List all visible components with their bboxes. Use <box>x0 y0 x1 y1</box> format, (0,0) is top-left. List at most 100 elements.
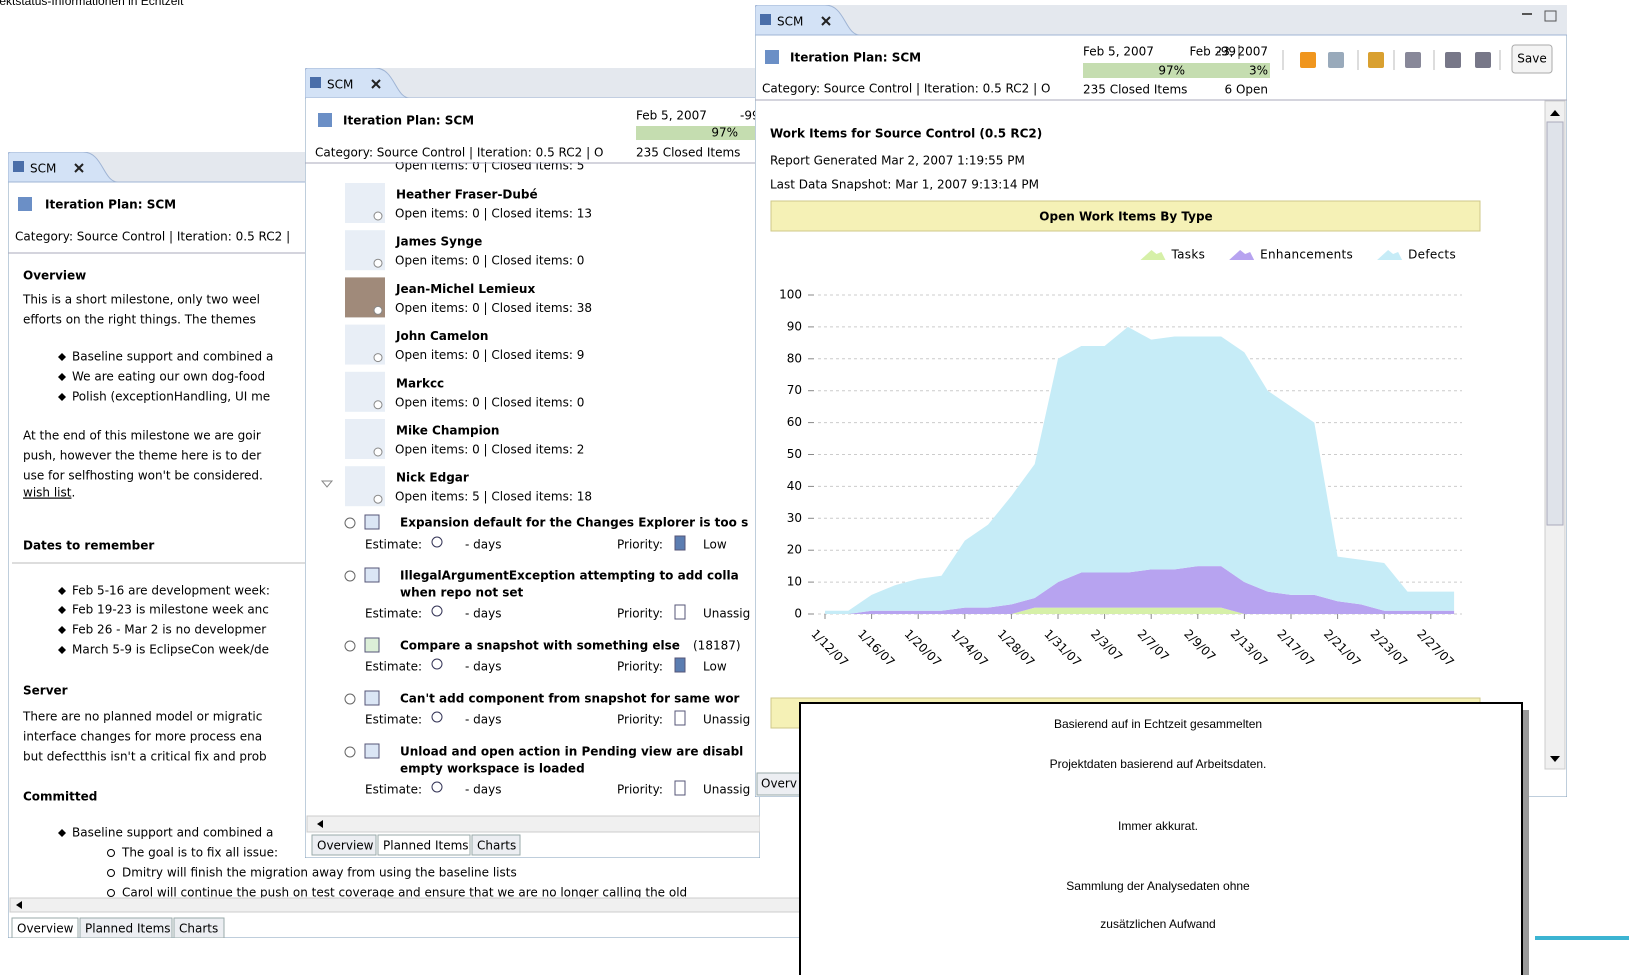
body-text: interface changes for more process ena <box>23 730 262 744</box>
item-title: IllegalArgumentException attempting to a… <box>400 569 739 583</box>
body-text: Dmitry will finish the migration away fr… <box>122 866 517 880</box>
priority-icon <box>675 658 685 672</box>
progress-done: 97% <box>1158 64 1185 78</box>
toolbar-button[interactable] <box>1328 52 1344 68</box>
item-icon <box>365 515 379 529</box>
item-title: empty workspace is loaded <box>400 762 585 776</box>
scrollbar <box>307 816 760 832</box>
progress-open: 3% <box>1249 64 1268 78</box>
y-tick-label: 100 <box>779 288 802 302</box>
item-title: Unload and open action in Pending view a… <box>400 745 743 759</box>
legend-label: Enhancements <box>1260 248 1353 262</box>
title-icon <box>765 50 779 64</box>
person-counts: Open items: 0 | Closed items: 38 <box>395 301 592 315</box>
body-text: March 5-9 is EclipseCon week/de <box>72 643 269 657</box>
callout-line: Immer akkurat. <box>1118 819 1198 833</box>
open-count: 6 Open <box>1225 83 1269 97</box>
toolbar-button[interactable] <box>1300 52 1316 68</box>
person-name: James Synge <box>395 235 482 249</box>
person-counts: Open items: 0 | Closed items: 2 <box>395 443 584 457</box>
priority-value: Unassig <box>703 607 750 621</box>
estimate-label: Estimate: <box>365 660 422 674</box>
y-tick-label: 80 <box>787 351 802 365</box>
body: Projektstatus-Informationen in Echtzeit … <box>0 0 1629 975</box>
body-text: Feb 5-16 are development week: <box>72 584 270 598</box>
priority-label: Priority: <box>617 660 663 674</box>
body-text: The goal is to fix all issue: <box>121 846 278 860</box>
priority-value: Unassig <box>703 713 750 727</box>
estimate-value: - days <box>465 783 501 797</box>
subheading: Committed <box>23 790 97 804</box>
scrollbar <box>10 898 800 912</box>
estimate-label: Estimate: <box>365 713 422 727</box>
item-title: Can't add component from snapshot for sa… <box>400 692 740 706</box>
section-heading: Overview <box>23 269 86 283</box>
item-radio[interactable] <box>345 518 355 528</box>
person-name: Nick Edgar <box>396 471 469 485</box>
bottom-tab-label: Charts <box>179 922 218 936</box>
person-counts: Open items: 0 | Closed items: 9 <box>395 348 584 362</box>
estimate-label: Estimate: <box>365 538 422 552</box>
category-line: Category: Source Control | Iteration: 0.… <box>315 146 603 160</box>
item-title: when repo not set <box>400 586 524 600</box>
priority-icon <box>675 536 685 550</box>
person-name: Heather Fraser-Dubé <box>396 188 538 202</box>
y-tick-label: 60 <box>787 415 802 429</box>
collapse-icon <box>374 212 382 220</box>
progress-percent: 97% <box>711 126 738 140</box>
item-icon <box>365 691 379 705</box>
person-name: Jean-Michel Lemieux <box>395 282 535 296</box>
slide-title: Projektstatus-Informationen in Echtzeit <box>0 0 184 8</box>
bottom-tab-label: Planned Items <box>85 922 171 936</box>
body-text: efforts on the right things. The themes <box>23 313 256 327</box>
toolbar-button[interactable] <box>1368 52 1384 68</box>
priority-icon <box>675 605 685 619</box>
middle-window: SCMOpen items: 0 | Closed items: 5Heathe… <box>305 68 760 858</box>
body-text: but defectthis isn't a critical fix and … <box>23 750 267 764</box>
priority-icon <box>675 711 685 725</box>
section-heading: Server <box>23 684 68 698</box>
callout-box <box>800 703 1522 975</box>
body-text: Carol will continue the push on test cov… <box>122 886 687 900</box>
y-tick-label: 10 <box>787 575 802 589</box>
priority-icon <box>675 781 685 795</box>
item-radio[interactable] <box>345 571 355 581</box>
start-date: Feb 5, 2007 <box>1083 45 1154 59</box>
category-line: Category: Source Control | Iteration: 0.… <box>15 230 290 244</box>
item-radio[interactable] <box>345 641 355 651</box>
estimate-label: Estimate: <box>365 783 422 797</box>
priority-value: Low <box>703 660 727 674</box>
clock-icon <box>432 782 442 792</box>
item-icon <box>365 744 379 758</box>
callout-line: Basierend auf in Echtzeit gesammelten <box>1054 717 1262 731</box>
y-tick-label: 0 <box>794 607 802 621</box>
body-text: push, however the theme here is to der <box>23 449 261 463</box>
toolbar-button[interactable] <box>1405 52 1421 68</box>
item-radio[interactable] <box>345 747 355 757</box>
item-radio[interactable] <box>345 694 355 704</box>
closed-count: 235 Closed Items <box>636 146 740 160</box>
toolbar-button[interactable] <box>1445 52 1461 68</box>
bottom-tab-label: Overview <box>317 839 374 853</box>
person-counts: Open items: 0 | Closed items: 13 <box>395 207 592 221</box>
clock-icon <box>432 537 442 547</box>
callout-line: Projektdaten basierend auf Arbeitsdaten. <box>1050 757 1267 771</box>
collapse-icon <box>374 401 382 409</box>
toolbar-button[interactable] <box>1475 52 1491 68</box>
page: Projektstatus { "slide_title": "Projekts… <box>0 0 1629 975</box>
tab-title: SCM <box>30 162 56 176</box>
y-tick-label: 40 <box>787 479 802 493</box>
closed-count: 235 Closed Items <box>1083 83 1187 97</box>
person-name: Mike Champion <box>396 424 499 438</box>
callout-line: zusätzlichen Aufwand <box>1100 917 1215 931</box>
tab-icon <box>760 14 771 25</box>
window-title: Iteration Plan: SCM <box>790 51 921 65</box>
item-title: Expansion default for the Changes Explor… <box>400 516 748 530</box>
body-text: Baseline support and combined a <box>72 826 273 840</box>
body-text[interactable]: wish list <box>23 486 72 500</box>
person-counts: Open items: 5 | Closed items: 18 <box>395 490 592 504</box>
priority-label: Priority: <box>617 607 663 621</box>
collapse-icon <box>374 354 382 362</box>
item-icon <box>365 638 379 652</box>
